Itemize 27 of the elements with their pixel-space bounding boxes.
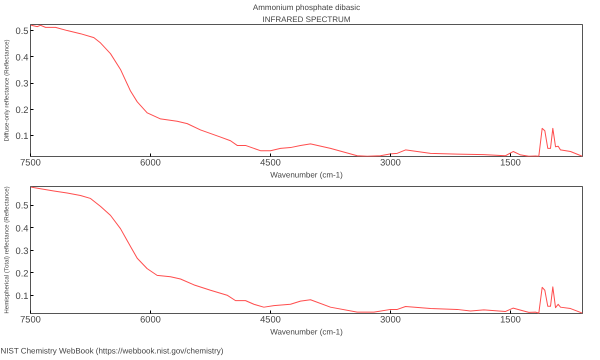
y-tick-label: 0.1 bbox=[16, 290, 28, 301]
y-tick-label: 0.5 bbox=[16, 26, 28, 36]
line-series bbox=[30, 24, 582, 156]
chart-title: Ammonium phosphate dibasic bbox=[252, 3, 360, 12]
x-tick-label: 6000 bbox=[140, 158, 161, 168]
y-tick-label: 0.4 bbox=[16, 52, 28, 62]
x-axis-title: Wavenumber (cm-1) bbox=[270, 170, 344, 180]
line-series bbox=[30, 186, 582, 314]
chart-subtitle: INFRARED SPECTRUM bbox=[262, 15, 351, 24]
y-tick-label: 0.2 bbox=[16, 268, 28, 278]
x-tick-label: 3000 bbox=[380, 314, 401, 324]
x-tick-label: 1500 bbox=[500, 314, 521, 324]
x-tick-label: 4500 bbox=[260, 314, 281, 324]
x-axis-title: Wavenumber (cm-1) bbox=[270, 328, 344, 336]
x-tick-label: 3000 bbox=[380, 158, 401, 168]
y-tick-label: 0.4 bbox=[16, 223, 28, 234]
y-tick-label: 0.5 bbox=[16, 200, 28, 211]
x-tick-label: 6000 bbox=[140, 314, 161, 324]
x-tick-label: 7500 bbox=[20, 158, 41, 168]
x-tick-label: 1500 bbox=[500, 158, 521, 168]
y-tick-label: 0.3 bbox=[16, 78, 28, 89]
y-tick-label: 0.2 bbox=[16, 104, 28, 115]
y-tick-label: 0.3 bbox=[16, 246, 28, 256]
text: NIST Chemistry WebBook (https://webbook.nist.gov/chemistry) bbox=[0, 346, 224, 356]
x-tick-label: 4500 bbox=[260, 158, 281, 168]
x-tick-label: 7500 bbox=[20, 314, 41, 324]
y-tick-label: 0.1 bbox=[16, 131, 28, 142]
